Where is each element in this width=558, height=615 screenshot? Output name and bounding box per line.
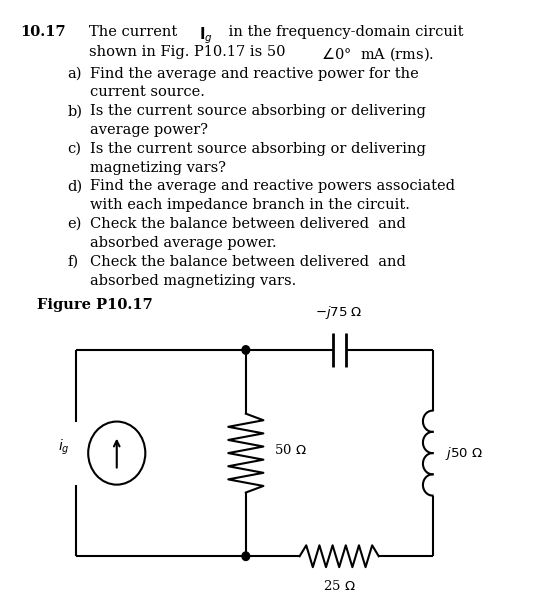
Text: Find the average and reactive powers associated: Find the average and reactive powers ass… xyxy=(90,180,455,194)
Text: in the frequency-domain circuit: in the frequency-domain circuit xyxy=(224,25,463,39)
Text: average power?: average power? xyxy=(90,123,208,137)
Text: $\angle$0°  mA (rms).: $\angle$0° mA (rms). xyxy=(320,46,434,63)
Text: $j50\ \Omega$: $j50\ \Omega$ xyxy=(445,445,483,462)
Circle shape xyxy=(242,552,249,560)
Text: $i_g$: $i_g$ xyxy=(59,437,70,457)
Text: c): c) xyxy=(68,142,81,156)
Text: absorbed magnetizing vars.: absorbed magnetizing vars. xyxy=(90,274,297,288)
Text: 25 $\Omega$: 25 $\Omega$ xyxy=(323,579,355,593)
Text: Check the balance between delivered  and: Check the balance between delivered and xyxy=(90,217,406,231)
Text: Is the current source absorbing or delivering: Is the current source absorbing or deliv… xyxy=(90,105,426,118)
Text: f): f) xyxy=(68,255,79,269)
Text: Find the average and reactive power for the: Find the average and reactive power for … xyxy=(90,66,419,81)
Text: The current: The current xyxy=(89,25,182,39)
Text: Figure P10.17: Figure P10.17 xyxy=(37,298,153,312)
Text: b): b) xyxy=(68,105,83,118)
Text: a): a) xyxy=(68,66,82,81)
Text: current source.: current source. xyxy=(90,85,205,100)
Text: $-j75\ \Omega$: $-j75\ \Omega$ xyxy=(315,304,363,321)
Text: absorbed average power.: absorbed average power. xyxy=(90,236,277,250)
Text: $\mathbf{I}_g$: $\mathbf{I}_g$ xyxy=(199,25,213,46)
Text: shown in Fig. P10.17 is 50: shown in Fig. P10.17 is 50 xyxy=(89,46,286,60)
Circle shape xyxy=(242,346,249,354)
Text: e): e) xyxy=(68,217,81,231)
Text: d): d) xyxy=(68,180,83,194)
Text: with each impedance branch in the circuit.: with each impedance branch in the circui… xyxy=(90,198,410,212)
Text: 10.17: 10.17 xyxy=(21,25,66,39)
Text: Check the balance between delivered  and: Check the balance between delivered and xyxy=(90,255,406,269)
Text: Is the current source absorbing or delivering: Is the current source absorbing or deliv… xyxy=(90,142,426,156)
Text: 50 $\Omega$: 50 $\Omega$ xyxy=(275,443,307,457)
Text: magnetizing vars?: magnetizing vars? xyxy=(90,161,227,175)
